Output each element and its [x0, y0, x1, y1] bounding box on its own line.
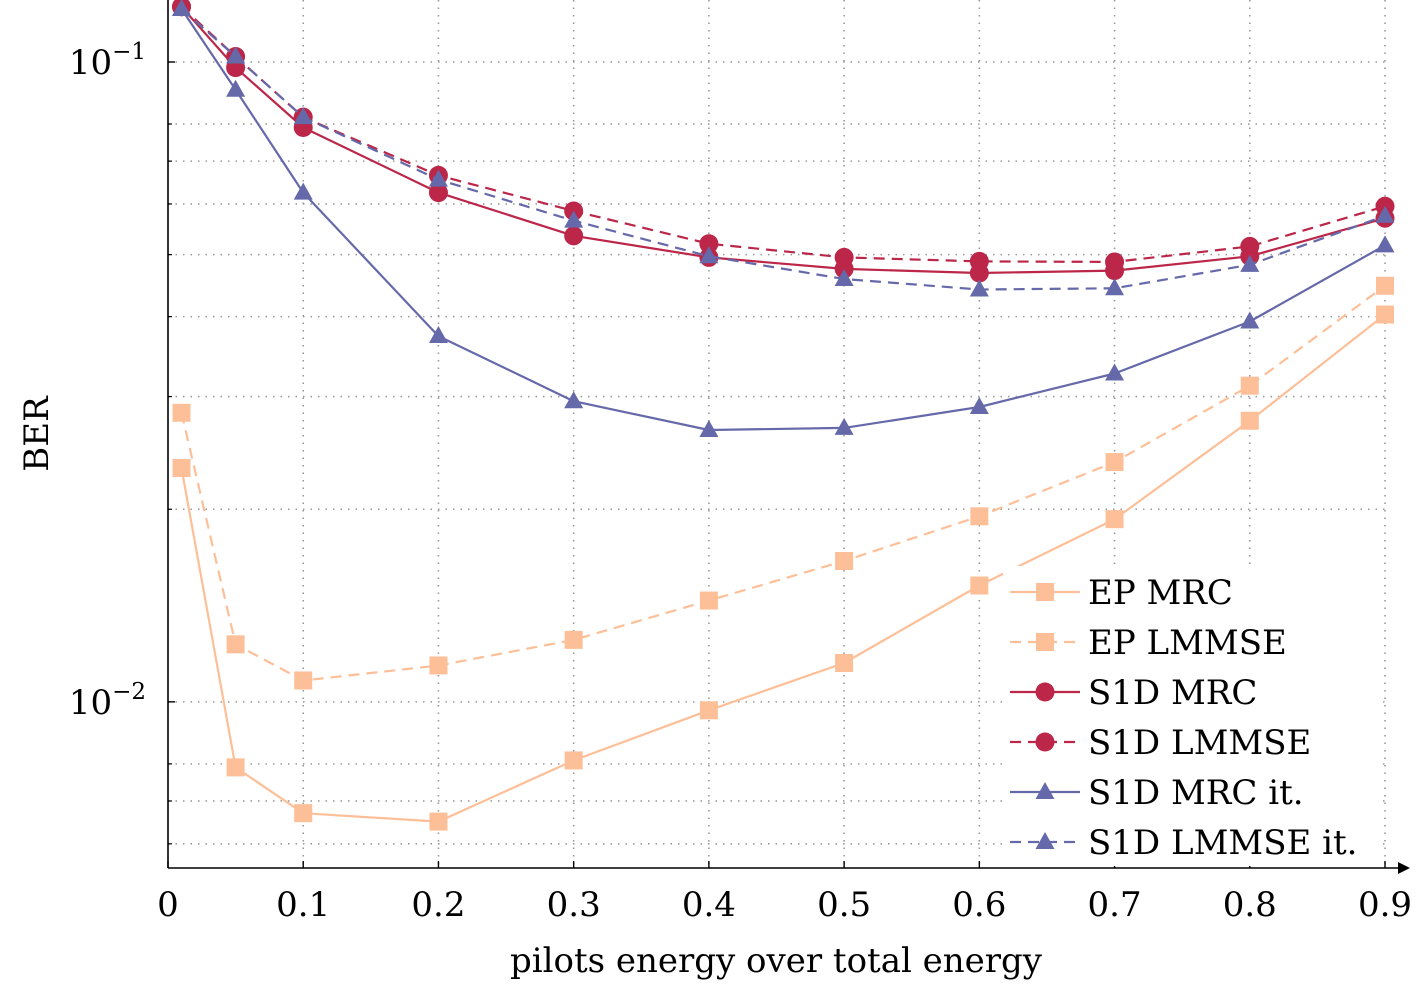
data-point — [428, 183, 448, 203]
data-point — [564, 391, 584, 409]
series-s1d-lmmse-it — [172, 0, 1395, 297]
axes — [167, 0, 1410, 874]
x-tick-label: 0.3 — [547, 885, 601, 925]
grid — [168, 0, 1386, 868]
series-line — [180, 6, 1386, 275]
legend-marker — [1035, 732, 1055, 752]
ticks: 0 0.1 0.2 0.3 0.4 0.5 0.6 0.7 0.8 0.910−110−2 — [69, 39, 1412, 925]
x-tick-label: 0.2 — [411, 885, 465, 925]
legend-label: EP MRC — [1088, 573, 1233, 613]
y-axis-label: BER — [17, 395, 57, 472]
legend-box — [1003, 566, 1383, 866]
series-s1d-lmmse — [172, 0, 1395, 272]
x-axis-arrow-icon — [1398, 862, 1410, 874]
data-point — [226, 635, 245, 654]
data-point — [1240, 411, 1259, 430]
y-tick-exponent: −2 — [112, 679, 146, 705]
data-point — [294, 671, 313, 690]
series-line — [180, 8, 1386, 432]
data-point — [564, 210, 584, 228]
data-point — [834, 247, 854, 267]
legend-marker — [1035, 832, 1055, 849]
x-tick-label: 0.9 — [1358, 885, 1412, 925]
data-point — [969, 396, 989, 414]
data-point — [429, 812, 448, 831]
data-point — [1376, 305, 1394, 324]
series-s1d-mrc-it — [172, 0, 1395, 438]
data-point — [1376, 276, 1394, 295]
legend-marker — [1036, 583, 1054, 601]
data-point — [428, 169, 448, 187]
data-point — [834, 417, 854, 435]
x-tick-label: 0 — [157, 885, 179, 925]
data-point — [226, 79, 246, 97]
y-tick-label: 10−1 — [69, 39, 146, 83]
data-point — [1375, 205, 1395, 223]
data-point — [970, 576, 989, 595]
y-tick-base: 10 — [69, 683, 112, 723]
x-axis-label: pilots energy over total energy — [510, 941, 1043, 981]
legend-label: S1D MRC it. — [1088, 773, 1304, 813]
data-point — [564, 226, 584, 246]
x-tick-label: 0.8 — [1223, 885, 1277, 925]
legend: EP MRC EP LMMSE S1D MRC S1D LMMSE S1D MRC it… — [1003, 566, 1383, 866]
data-point — [969, 251, 989, 271]
data-point — [429, 656, 448, 675]
data-point — [1105, 252, 1125, 272]
data-point — [970, 507, 989, 526]
data-point — [564, 630, 583, 649]
y-tick-base: 10 — [69, 43, 112, 83]
data-point — [834, 269, 854, 287]
data-point — [969, 279, 989, 297]
data-point — [293, 182, 313, 200]
legend-label: EP LMMSE — [1088, 623, 1287, 663]
x-tick-label: 0.4 — [682, 885, 736, 925]
legend-label: S1D MRC — [1088, 673, 1257, 713]
data-point — [1105, 278, 1125, 296]
legend-marker — [1036, 633, 1054, 651]
y-tick-exponent: −1 — [112, 39, 146, 65]
data-point — [172, 403, 191, 422]
data-point — [699, 701, 718, 720]
data-point — [172, 0, 192, 17]
x-tick-label: 0.6 — [952, 885, 1006, 925]
data-point — [835, 552, 854, 571]
series-ep-mrc — [172, 305, 1394, 831]
data-point — [172, 459, 191, 478]
y-tick-label: 10−2 — [69, 679, 146, 723]
series-ep-lmmse — [172, 276, 1394, 690]
legend-label: S1D LMMSE — [1088, 723, 1311, 763]
data-point — [564, 751, 583, 770]
data-point — [226, 758, 245, 777]
data-point — [1105, 363, 1125, 381]
data-point — [699, 420, 719, 438]
legend-marker — [1035, 782, 1055, 799]
data-point — [1240, 236, 1260, 256]
data-point — [1240, 311, 1260, 329]
data-point — [1375, 235, 1395, 253]
x-tick-label: 0.1 — [276, 885, 330, 925]
series-line — [180, 8, 1386, 291]
data-point — [1240, 376, 1259, 395]
series — [172, 0, 1395, 831]
legend-marker — [1035, 682, 1055, 702]
data-point — [1240, 254, 1260, 272]
data-point — [699, 246, 719, 264]
data-point — [699, 591, 718, 610]
data-point — [226, 46, 246, 64]
data-point — [1105, 510, 1124, 529]
data-point — [835, 654, 854, 673]
data-point — [293, 107, 313, 125]
data-point — [294, 804, 313, 823]
data-point — [1105, 453, 1124, 472]
data-point — [428, 326, 448, 344]
series-line — [180, 5, 1386, 263]
legend-label: S1D LMMSE it. — [1088, 823, 1357, 863]
data-point — [699, 234, 719, 254]
x-tick-label: 0.7 — [1088, 885, 1142, 925]
x-tick-label: 0.5 — [817, 885, 871, 925]
